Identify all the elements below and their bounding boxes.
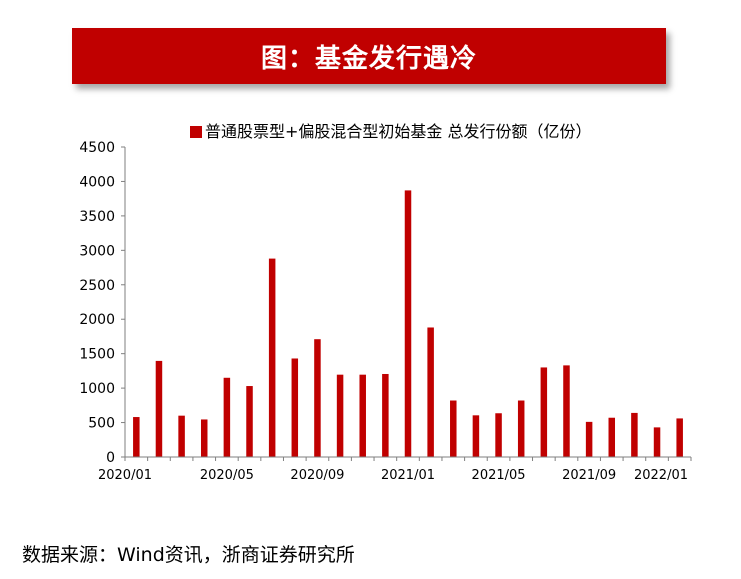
y-tick-label-2500: 2500 <box>79 278 115 294</box>
bar-2021/10 <box>608 417 616 457</box>
x-tick-label-2020/05: 2020/05 <box>200 468 254 483</box>
source-note: 数据来源：Wind资讯，浙商证券研究所 <box>22 544 355 566</box>
bar-2021/09 <box>585 421 593 457</box>
bar-2020/10 <box>336 374 344 457</box>
bar-2020/03 <box>178 415 185 457</box>
y-tick-label-3500: 3500 <box>79 209 115 225</box>
bar-2021/08 <box>563 365 570 457</box>
x-tick-label-2021/09: 2021/09 <box>562 468 616 483</box>
legend-swatch <box>190 126 202 138</box>
title-banner: 图：基金发行遇冷 <box>72 28 666 84</box>
bar-2021/06 <box>517 400 525 457</box>
bar-chart: 普通股票型+偏股混合型初始基金 总发行份额（亿份） 0 500 1000 1500 200… <box>79 122 692 483</box>
banner-title: 图：基金发行遇冷 <box>260 43 477 74</box>
bar-2021/04 <box>472 415 480 457</box>
x-tick-label-2021/01: 2021/01 <box>381 468 435 483</box>
bar-2022/01 <box>676 418 683 457</box>
bar-2021/03 <box>450 400 457 457</box>
bar-2021/02 <box>427 327 434 457</box>
x-tick-label-2021/05: 2021/05 <box>472 468 526 483</box>
bar-2020/04 <box>200 419 208 457</box>
bar-2021/11 <box>631 412 638 457</box>
bar-2021/05 <box>495 413 502 457</box>
bar-2021/07 <box>540 367 548 457</box>
y-tick-label-2000: 2000 <box>79 312 115 328</box>
y-tick-label-500: 500 <box>88 416 115 432</box>
bar-2020/08 <box>291 358 299 457</box>
bar-2020/12 <box>382 373 389 457</box>
y-tick-label-1000: 1000 <box>79 381 115 397</box>
bar-2020/11 <box>359 374 366 457</box>
bar-2020/05 <box>223 377 231 457</box>
legend-label: 普通股票型+偏股混合型初始基金 总发行份额（亿份） <box>205 122 592 141</box>
x-tick-label-2020/09: 2020/09 <box>290 468 344 483</box>
bar-2020/06 <box>246 386 253 457</box>
bar-2020/02 <box>155 360 163 457</box>
y-tick-label-0: 0 <box>106 450 115 466</box>
y-tick-label-3000: 3000 <box>79 243 115 259</box>
y-tick-label-1500: 1500 <box>79 347 115 363</box>
x-tick-label-2020/01: 2020/01 <box>98 468 152 483</box>
bar-2020/01 <box>133 417 140 457</box>
bar-2020/07 <box>268 258 276 457</box>
bar-2020/09 <box>314 339 321 457</box>
y-tick-label-4500: 4500 <box>79 140 115 156</box>
bar-2021/12 <box>653 427 661 457</box>
bar-2021/01 <box>404 190 412 457</box>
x-tick-label-2022/01: 2022/01 <box>634 468 688 483</box>
y-tick-label-4000: 4000 <box>79 174 115 190</box>
